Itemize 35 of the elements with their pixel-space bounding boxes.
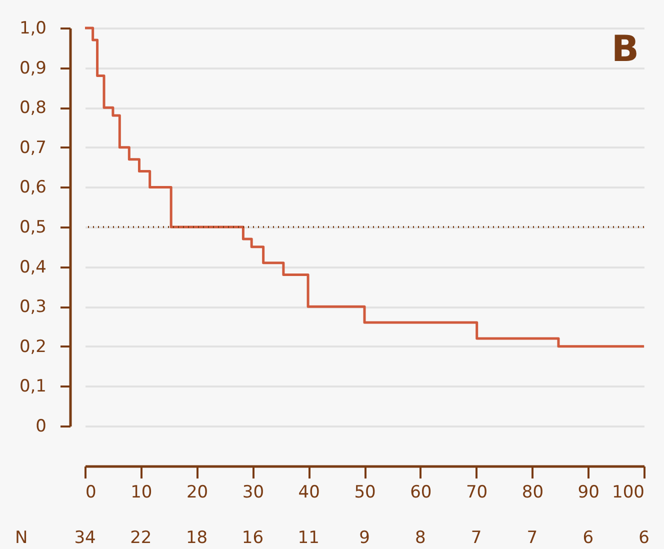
y-tick-label: 0,6 [19,178,46,198]
text: 6 [638,528,650,548]
y-tick-label: 0,7 [19,138,46,158]
y-tick-label: 0 [36,416,46,436]
x-tick-label: 20 [186,482,208,502]
x-tick-label: 80 [522,482,544,502]
y-tick-label: 0,5 [19,218,46,238]
y-tick-label: 0,1 [19,376,46,397]
x-tick-label: 70 [466,482,488,502]
text: 7 [526,528,538,548]
y-tick-label: 1,0 [19,18,46,38]
text: 8 [414,528,426,548]
text: 34 [74,528,96,548]
text: 22 [130,528,152,548]
y-tick-label: 0,8 [19,98,46,118]
x-tick-label: 50 [354,482,376,502]
text: 9 [359,528,370,548]
text: 7 [470,528,482,548]
y-tick-label: 0,9 [19,58,46,78]
x-tick-label: 90 [578,482,600,502]
text: 6 [582,528,594,548]
x-tick-label: 40 [298,482,320,502]
y-tick-label: 0,2 [19,336,46,357]
text: N [15,528,28,548]
y-tick-label: 0,3 [19,297,46,318]
x-tick-label: 0 [86,482,96,502]
annotation: B [612,29,639,70]
text: 16 [242,528,264,548]
x-tick-label: 100 [612,482,644,502]
y-tick-label: 0,4 [19,257,46,278]
text: 18 [186,528,208,548]
x-tick-label: 10 [130,482,152,502]
x-tick-label: 60 [410,482,432,502]
text: 11 [298,528,320,548]
x-tick-label: 30 [242,482,264,502]
